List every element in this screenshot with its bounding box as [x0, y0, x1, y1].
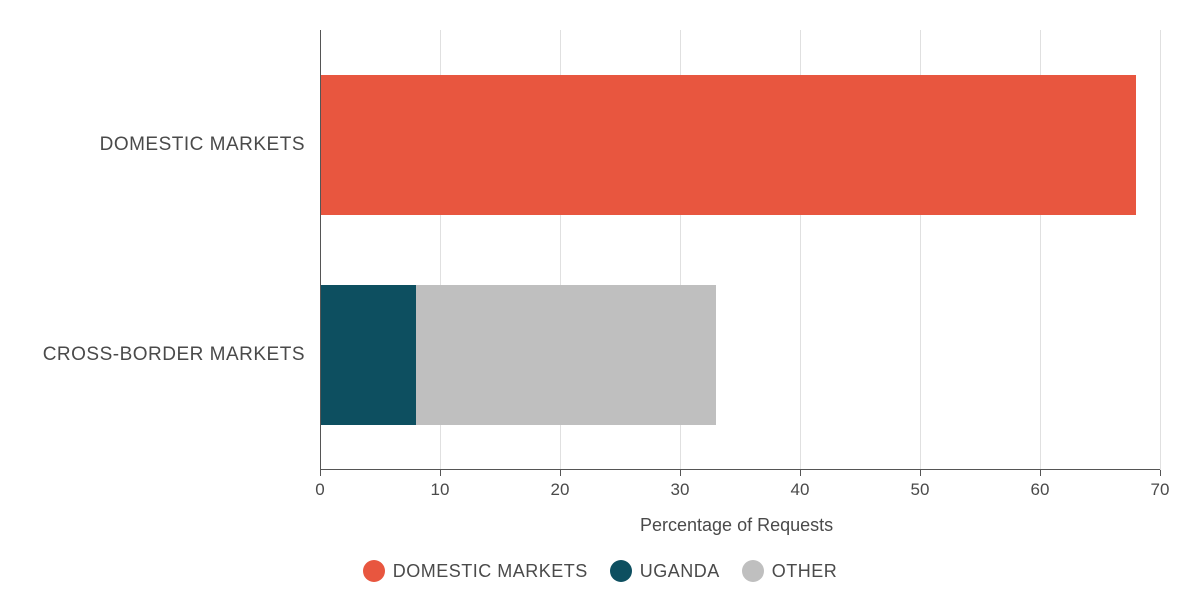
x-tick-mark: [440, 470, 441, 476]
bar-row-cross-border: [320, 285, 716, 425]
legend-label: DOMESTIC MARKETS: [393, 561, 588, 582]
x-tick-label: 10: [431, 480, 450, 500]
x-tick-label: 30: [671, 480, 690, 500]
bar-segment-domestic_markets: [320, 75, 1136, 215]
x-tick-mark: [320, 470, 321, 476]
legend-item: OTHER: [742, 560, 838, 582]
bar-row-domestic: [320, 75, 1136, 215]
legend: DOMESTIC MARKETS UGANDA OTHER: [0, 560, 1200, 582]
x-tick-label: 70: [1151, 480, 1170, 500]
legend-swatch: [363, 560, 385, 582]
x-tick-mark: [560, 470, 561, 476]
y-axis-line: [320, 30, 321, 470]
x-tick-label: 40: [791, 480, 810, 500]
legend-swatch: [742, 560, 764, 582]
x-tick-label: 60: [1031, 480, 1050, 500]
legend-label: UGANDA: [640, 561, 720, 582]
x-tick-mark: [1040, 470, 1041, 476]
x-tick-mark: [920, 470, 921, 476]
category-label-cross-border: CROSS-BORDER MARKETS: [5, 344, 305, 366]
x-tick-mark: [680, 470, 681, 476]
bar-segment-other: [416, 285, 716, 425]
x-axis-title: Percentage of Requests: [640, 515, 833, 536]
category-label-domestic: DOMESTIC MARKETS: [5, 134, 305, 156]
legend-label: OTHER: [772, 561, 838, 582]
x-tick-label: 50: [911, 480, 930, 500]
x-tick-mark: [800, 470, 801, 476]
legend-item: DOMESTIC MARKETS: [363, 560, 588, 582]
bar-segment-uganda: [320, 285, 416, 425]
gridline: [1160, 30, 1161, 470]
x-tick-mark: [1160, 470, 1161, 476]
plot-area: [320, 30, 1160, 470]
legend-swatch: [610, 560, 632, 582]
x-axis-line: [320, 469, 1160, 470]
chart-container: DOMESTIC MARKETS CROSS-BORDER MARKETS 0 1…: [0, 0, 1200, 600]
x-tick-label: 20: [551, 480, 570, 500]
x-tick-label: 0: [315, 480, 324, 500]
legend-item: UGANDA: [610, 560, 720, 582]
